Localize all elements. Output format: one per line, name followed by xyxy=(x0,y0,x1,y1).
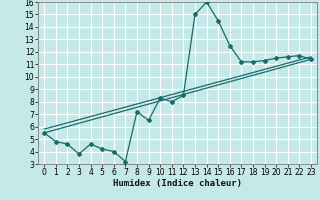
X-axis label: Humidex (Indice chaleur): Humidex (Indice chaleur) xyxy=(113,179,242,188)
